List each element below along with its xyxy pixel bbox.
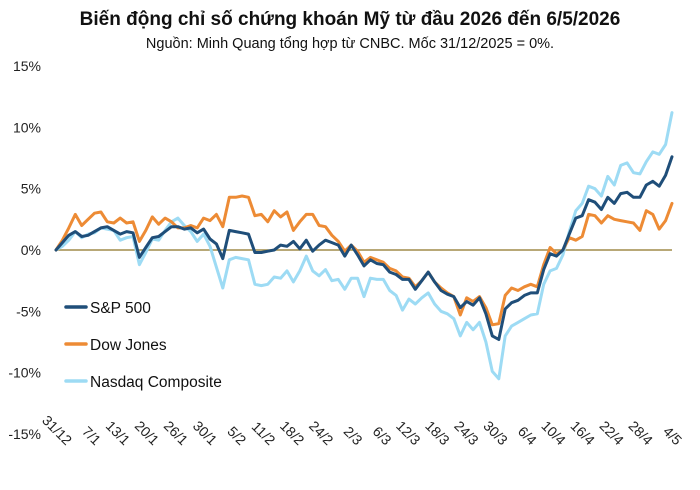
y-tick-label: -15% [8,426,41,442]
chart-title: Biến động chỉ số chứng khoán Mỹ từ đầu 2… [79,9,621,30]
x-tick-label: 30/3 [480,418,511,449]
x-tick-label: 5/2 [224,423,249,448]
x-tick-label: 24/2 [306,418,337,449]
y-tick-label: -5% [16,303,41,319]
chart-subtitle: Nguồn: Minh Quang tổng hợp từ CNBC. Mốc … [145,36,555,52]
legend-label-nasdaq: Nasdaq Composite [90,374,222,391]
x-tick-label: 20/1 [132,418,163,449]
x-tick-label: 31/12 [39,412,75,448]
x-axis: 31/12 7/113/120/126/130/1 5/2 11/218/224/2 2… [39,412,685,448]
x-tick-label: 24/3 [451,418,482,449]
y-tick-label: 5% [21,181,41,197]
x-tick-label: 12/3 [393,418,424,449]
x-tick-label: 18/3 [422,418,453,449]
series-line-sp500 [54,155,674,341]
y-tick-label: 15% [13,58,41,74]
y-tick-label: 0% [21,242,41,258]
x-tick-label: 6/4 [515,423,540,448]
x-tick-label: 22/4 [597,418,628,449]
x-tick-label: 26/1 [161,418,192,449]
x-tick-label: 2/3 [341,423,366,448]
x-tick-label: 6/3 [370,423,395,448]
series-lines [54,111,674,381]
legend: S&P 500 Dow Jones Nasdaq Composite [64,300,222,391]
y-tick-label: -10% [8,365,41,381]
y-tick-label: 10% [13,119,41,135]
legend-label-dow: Dow Jones [90,337,167,354]
x-tick-label: 16/4 [567,418,598,449]
x-tick-label: 7/1 [79,423,104,448]
x-tick-label: 4/5 [660,423,685,448]
x-tick-label: 11/2 [249,418,279,448]
legend-label-sp500: S&P 500 [90,300,151,317]
x-tick-label: 28/4 [626,418,657,449]
y-axis: 15% 10% 5% 0% -5% -10% -15% [8,58,41,442]
x-tick-label: 18/2 [277,418,308,449]
x-tick-label: 30/1 [190,418,221,449]
x-tick-label: 10/4 [538,418,569,449]
x-tick-label: 13/1 [103,418,134,449]
